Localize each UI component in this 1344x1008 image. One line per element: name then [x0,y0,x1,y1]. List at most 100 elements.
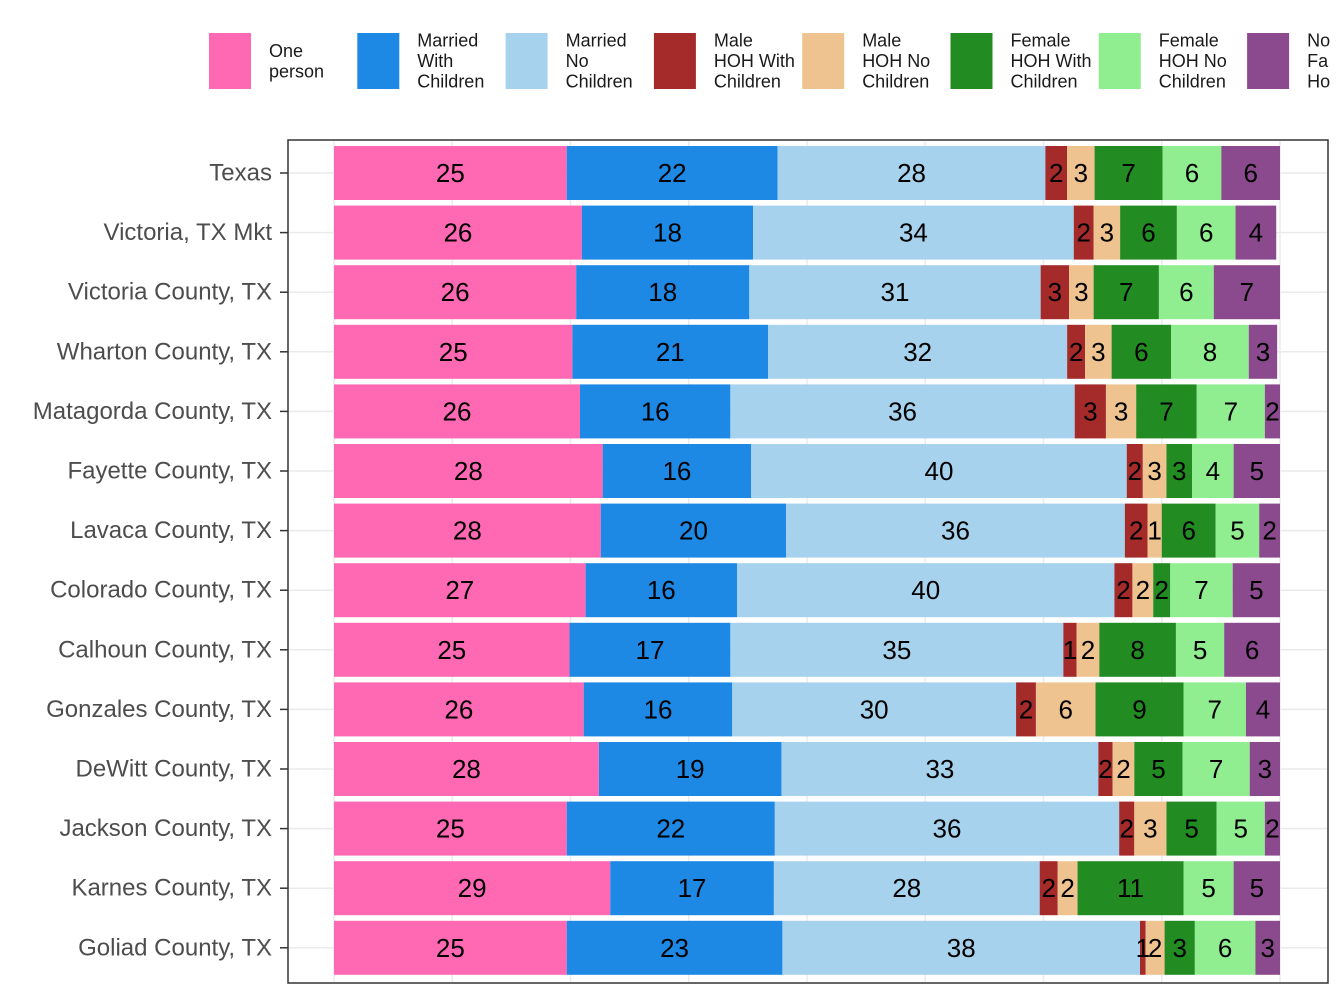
bar-segment-male-hoh-with-children [1016,682,1036,737]
bar-segment-non-family-hoh [1233,861,1280,916]
bar-segment-married-with-children [579,384,731,439]
bar-segment-male-hoh-no-children [1057,861,1078,916]
data-label: 36 [933,814,962,844]
data-label: 25 [436,158,465,188]
bar-segment-one-person [334,682,584,737]
bar-segment-married-no-children [777,146,1046,200]
data-label: 3 [1074,158,1088,188]
bar-segment-female-hoh-with-children [1120,205,1177,260]
bar-segment-female-hoh-no-children [1183,861,1234,916]
category-label: Jackson County, TX [59,815,272,842]
data-label: 3 [1091,337,1105,367]
legend-key [802,33,845,89]
bar-segment-non-family-hoh [1233,444,1280,498]
bar-segment-female-hoh-with-children [1099,622,1176,677]
bar-segment-one-person [334,324,573,379]
data-label: 7 [1240,277,1254,307]
data-label: 6 [1199,218,1213,248]
data-label: 5 [1249,575,1263,605]
data-label: 27 [445,575,474,605]
legend-label: HOH No [1159,51,1227,71]
data-label: 40 [925,456,954,486]
data-label: 29 [458,873,487,903]
bar-segment-non-family-hoh [1259,503,1280,558]
data-label: 22 [656,814,685,844]
data-label: 26 [443,218,472,248]
bar-segment-non-family-hoh [1221,146,1280,200]
bar-segment-male-hoh-with-children [1119,801,1135,856]
data-label: 36 [941,516,970,546]
data-label: 6 [1181,516,1195,546]
legend-label: No [1307,31,1330,51]
legend-key [357,33,400,89]
legend-label: Female [1011,31,1071,51]
bar-segment-married-with-children [598,742,782,796]
bar-segment-male-hoh-no-children [1134,801,1167,856]
category-label: Calhoun County, TX [58,636,272,663]
data-label: 31 [881,277,910,307]
data-label: 6 [1179,277,1193,307]
bar-segment-female-hoh-no-children [1194,920,1256,975]
data-label: 33 [925,754,954,784]
data-label: 4 [1256,694,1270,724]
y-axis: Texas Victoria, TX Mkt Victoria County, TX… [33,160,288,961]
bar-segment-married-with-children [583,682,733,737]
bar-segment-married-with-children [566,801,775,856]
data-label: 2 [1129,516,1143,546]
data-label: 26 [441,277,470,307]
data-label: 18 [653,218,682,248]
legend-label: HOH With [1011,51,1092,71]
legend-label: Children [862,72,929,92]
data-label: 7 [1119,277,1133,307]
legend: OnepersonMarriedWithChildrenMarriedNoChi… [209,31,1330,92]
bar-segment-one-person [334,563,586,618]
legend-label: Children [714,72,781,92]
bar-segment-male-hoh-with-children [1139,920,1146,975]
data-label: 38 [947,933,976,963]
data-label: 4 [1206,456,1220,486]
data-label: 2 [1262,516,1276,546]
bar-segment-non-family-hoh [1232,563,1280,618]
bar-segment-male-hoh-no-children [1112,742,1135,796]
data-label: 2 [1019,694,1033,724]
bar-segment-married-with-children [585,563,737,618]
bar-segment-non-family-hoh [1235,205,1277,260]
data-label: 2 [1069,337,1083,367]
data-label: 6 [1218,933,1232,963]
data-label: 1 [1136,933,1150,963]
data-label: 26 [443,396,472,426]
bar-segment-female-hoh-no-children [1175,622,1225,677]
data-label: 3 [1256,337,1270,367]
data-label: 5 [1250,456,1264,486]
legend-label: With [417,51,453,71]
bar-segment-one-person [334,265,577,320]
data-label: 5 [1184,814,1198,844]
data-label: 30 [860,694,889,724]
legend-label: Married [566,31,627,51]
bar-segment-non-family-hoh [1264,801,1280,856]
bar-segment-female-hoh-no-children [1196,384,1265,439]
legend-label: Ho [1307,72,1330,92]
data-label: 7 [1194,575,1208,605]
legend-label: Female [1159,31,1219,51]
data-label: 3 [1143,814,1157,844]
legend-label: HOH No [862,51,930,71]
bar-segment-one-person [334,861,611,916]
data-label: 7 [1121,158,1135,188]
data-label: 2 [1116,575,1130,605]
category-label: DeWitt County, TX [76,756,273,783]
category-label: Victoria County, TX [68,279,272,306]
bar-segment-female-hoh-with-children [1164,920,1195,975]
legend-key [653,33,696,89]
legend-label: Male [714,31,753,51]
legend-label: person [269,61,324,81]
legend-label: Male [862,31,901,51]
data-label: 2 [1265,814,1279,844]
data-label: 6 [1245,635,1259,665]
data-label: 2 [1041,873,1055,903]
data-label: 32 [903,337,932,367]
bar-segment-female-hoh-with-children [1095,682,1184,737]
